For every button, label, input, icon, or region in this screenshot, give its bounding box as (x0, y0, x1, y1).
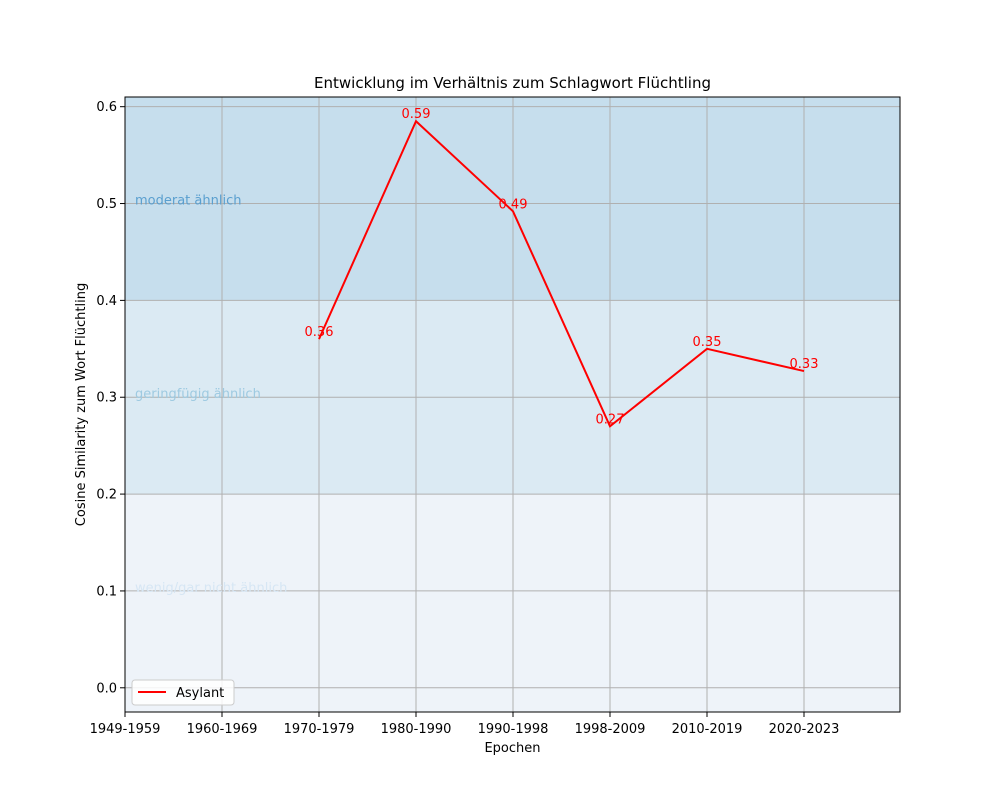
band-label-2: wenig/gar nicht ähnlich (135, 581, 287, 596)
x-tick-label: 1990-1998 (478, 722, 549, 737)
legend-label: Asylant (176, 686, 224, 701)
data-label: 0.59 (402, 107, 431, 122)
y-tick-label: 0.2 (96, 488, 117, 503)
legend: Asylant (131, 679, 235, 706)
band-label-1: geringfügig ähnlich (135, 387, 261, 402)
data-label: 0.36 (305, 325, 334, 340)
y-axis: 0.0 0.1 0.2 0.3 0.4 0.5 0.6 (96, 100, 125, 696)
data-label: 0.49 (499, 197, 528, 212)
y-tick-label: 0.5 (96, 197, 117, 212)
legend-box (131, 679, 235, 706)
data-label: 0.27 (596, 412, 625, 427)
x-tick-label: 2020-2023 (769, 722, 840, 737)
x-tick-label: 1970-1979 (284, 722, 355, 737)
y-tick-label: 0.0 (96, 681, 117, 696)
x-tick-label: 1960-1969 (187, 722, 258, 737)
y-axis-label: Cosine Similarity zum Wort Flüchtling (74, 283, 89, 526)
series (318, 119, 805, 428)
band-labels: moderat ähnlich geringfügig ähnlich wenig/… (135, 194, 287, 596)
data-label: 0.35 (693, 335, 722, 350)
series-line-asylant (318, 119, 805, 428)
x-tick-label: 1949-1959 (90, 722, 161, 737)
x-axis-label: Epochen (484, 741, 540, 756)
x-tick-label: 1998-2009 (575, 722, 646, 737)
y-tick-label: 0.6 (96, 100, 117, 115)
grid (124, 97, 900, 712)
band-label-0: moderat ähnlich (135, 194, 241, 209)
chart-title: Entwicklung im Verhältnis zum Schlagwort… (314, 74, 711, 92)
x-tick-label: 2010-2019 (672, 722, 743, 737)
x-axis: 1949-1959 1960-1969 1970-1979 1980-1990 1990… (90, 712, 840, 737)
y-tick-label: 0.4 (96, 294, 117, 309)
data-labels: 0.36 0.59 0.49 0.27 0.35 0.33 (305, 107, 819, 427)
y-tick-label: 0.3 (96, 391, 117, 406)
data-label: 0.33 (790, 357, 819, 372)
y-tick-label: 0.1 (96, 584, 117, 599)
x-tick-label: 1980-1990 (381, 722, 452, 737)
